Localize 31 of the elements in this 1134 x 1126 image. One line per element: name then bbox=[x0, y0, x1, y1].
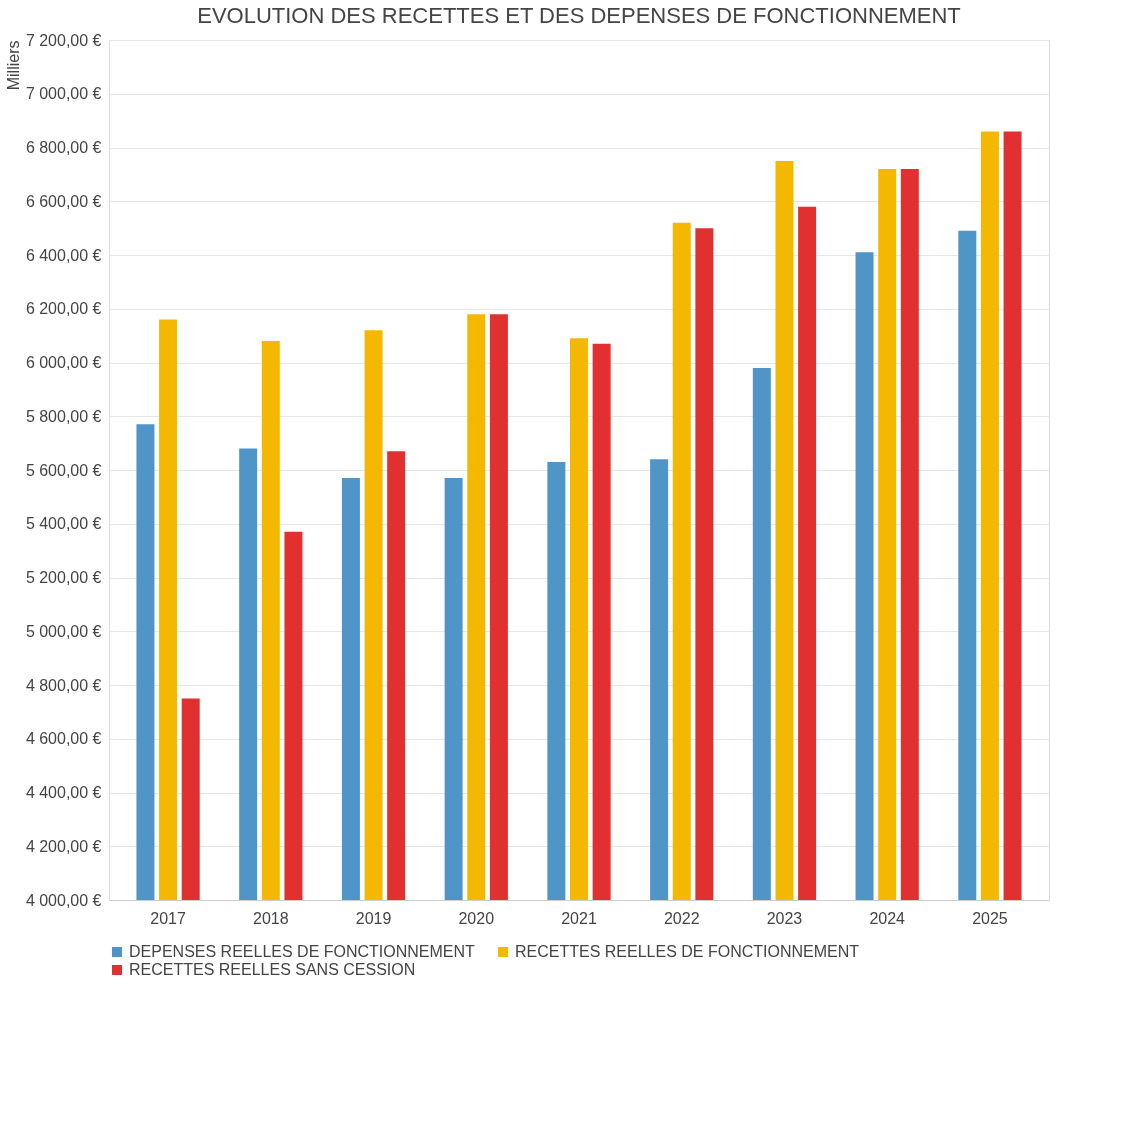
y-tick-label: 5 800,00 € bbox=[25, 407, 102, 425]
y-tick-label: 4 800,00 € bbox=[25, 676, 102, 694]
y-tick-label: 6 800,00 € bbox=[25, 139, 102, 156]
x-tick-label: 2024 bbox=[869, 909, 906, 927]
y-tick-label: 6 600,00 € bbox=[25, 192, 102, 210]
x-tick-label: 2020 bbox=[458, 909, 495, 927]
y-tick-label: 7 000,00 € bbox=[25, 85, 102, 103]
x-tick-label: 2025 bbox=[972, 909, 1008, 927]
x-tick-label: 2023 bbox=[766, 909, 803, 927]
y-tick-label: 4 600,00 € bbox=[25, 730, 102, 748]
y-tick-label: 4 200,00 € bbox=[25, 837, 102, 855]
legend-label: DEPENSES REELLES DE FONCTIONNEMENT bbox=[129, 943, 476, 960]
y-tick-label: 7 200,00 € bbox=[25, 31, 102, 49]
y-tick-label: 5 600,00 € bbox=[25, 461, 102, 479]
x-tick-label: 2022 bbox=[663, 909, 700, 927]
y-tick-label: 5 400,00 € bbox=[25, 515, 102, 533]
legend-label: RECETTES REELLES SANS CESSION bbox=[129, 961, 416, 978]
y-tick-label: 5 200,00 € bbox=[25, 569, 102, 586]
x-tick-label: 2021 bbox=[561, 909, 597, 927]
chart-title: EVOLUTION DES RECETTES ET DES DEPENSES DE FONCTIONNEMENT bbox=[197, 3, 961, 28]
y-tick-label: 6 200,00 € bbox=[25, 300, 102, 318]
legend-label: RECETTES REELLES DE FONCTIONNEMENT bbox=[515, 943, 860, 960]
y-tick-label: 4 400,00 € bbox=[25, 784, 102, 801]
x-tick-label: 2017 bbox=[150, 909, 186, 927]
y-tick-label: 5 000,00 € bbox=[25, 622, 102, 640]
y-tick-label: 4 000,00 € bbox=[25, 891, 102, 909]
y-axis-title: Milliers bbox=[4, 40, 22, 91]
y-tick-label: 6 400,00 € bbox=[25, 246, 102, 264]
x-tick-label: 2019 bbox=[355, 909, 392, 927]
y-tick-label: 6 000,00 € bbox=[25, 354, 102, 371]
x-tick-label: 2018 bbox=[253, 909, 289, 927]
